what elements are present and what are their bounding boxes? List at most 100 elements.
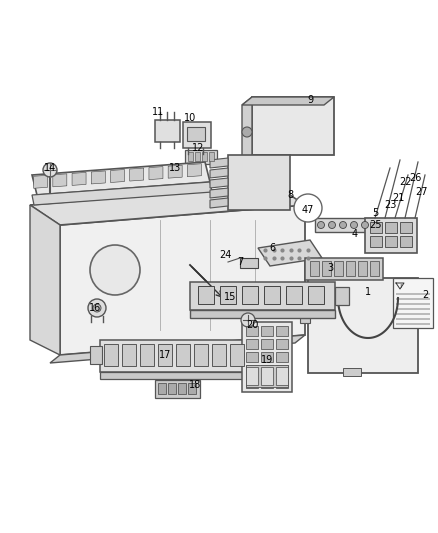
Text: 8: 8 — [287, 190, 293, 200]
Polygon shape — [34, 175, 48, 188]
Bar — [400, 236, 412, 247]
Polygon shape — [130, 168, 144, 181]
Bar — [104, 344, 118, 366]
Polygon shape — [32, 182, 212, 205]
Bar — [188, 152, 193, 161]
Polygon shape — [149, 167, 163, 180]
Bar — [396, 303, 430, 305]
Polygon shape — [30, 205, 60, 355]
Text: 11: 11 — [152, 107, 164, 117]
Circle shape — [242, 127, 252, 137]
Text: 15: 15 — [224, 292, 236, 302]
Text: 21: 21 — [392, 193, 404, 203]
Circle shape — [328, 222, 336, 229]
Bar — [261, 367, 273, 385]
Bar — [90, 346, 102, 364]
Bar — [155, 380, 200, 398]
Bar — [228, 155, 290, 210]
Polygon shape — [210, 198, 228, 208]
Bar — [261, 378, 273, 388]
Bar — [242, 322, 292, 392]
Bar — [178, 383, 186, 394]
Polygon shape — [210, 158, 228, 168]
Bar — [242, 286, 258, 304]
Bar — [230, 344, 244, 366]
Text: 47: 47 — [302, 205, 314, 215]
Polygon shape — [91, 171, 105, 184]
Bar — [396, 293, 430, 295]
Text: 24: 24 — [219, 250, 231, 260]
Text: 6: 6 — [269, 243, 275, 253]
Bar — [246, 365, 258, 375]
Polygon shape — [60, 205, 305, 355]
Text: 7: 7 — [237, 257, 243, 267]
Bar — [185, 150, 217, 164]
Bar — [300, 303, 310, 323]
Text: 14: 14 — [44, 163, 56, 173]
Bar — [264, 286, 280, 304]
Bar — [315, 218, 377, 232]
Polygon shape — [32, 162, 210, 195]
Circle shape — [294, 194, 322, 222]
Bar — [188, 383, 196, 394]
Bar — [393, 278, 433, 328]
Text: 20: 20 — [246, 320, 258, 330]
Bar — [400, 222, 412, 233]
Bar — [322, 261, 331, 276]
Bar — [246, 352, 258, 362]
Bar — [385, 236, 397, 247]
Bar — [396, 313, 430, 315]
Bar — [190, 282, 335, 310]
Bar — [202, 152, 207, 161]
Bar — [158, 383, 166, 394]
Bar — [176, 344, 190, 366]
Polygon shape — [190, 310, 335, 318]
Text: 18: 18 — [189, 380, 201, 390]
Bar — [246, 339, 258, 349]
Bar — [212, 344, 226, 366]
Bar — [276, 378, 288, 388]
Polygon shape — [242, 97, 252, 163]
Text: 2: 2 — [422, 290, 428, 300]
Bar — [343, 368, 361, 376]
Bar — [310, 261, 319, 276]
Bar — [370, 261, 379, 276]
Text: 26: 26 — [409, 173, 421, 183]
Bar — [187, 127, 205, 141]
Bar — [252, 97, 334, 155]
Text: 10: 10 — [184, 113, 196, 123]
Polygon shape — [258, 240, 322, 266]
Bar — [334, 261, 343, 276]
Bar — [308, 278, 418, 373]
Text: 1: 1 — [365, 287, 371, 297]
Bar — [286, 286, 302, 304]
Bar — [168, 383, 176, 394]
Bar — [100, 340, 255, 372]
Text: 19: 19 — [261, 355, 273, 365]
Text: 25: 25 — [369, 220, 381, 230]
Bar — [305, 258, 383, 280]
Bar — [240, 258, 258, 268]
Text: 12: 12 — [192, 143, 204, 153]
Bar — [261, 352, 273, 362]
Bar — [246, 326, 258, 336]
Polygon shape — [100, 372, 255, 379]
Bar — [183, 122, 211, 148]
Polygon shape — [210, 168, 228, 178]
Text: 27: 27 — [416, 187, 428, 197]
Text: 22: 22 — [399, 177, 411, 187]
Bar — [220, 286, 236, 304]
Text: 9: 9 — [307, 95, 313, 105]
Polygon shape — [210, 178, 228, 188]
Circle shape — [361, 222, 368, 229]
Text: 13: 13 — [169, 163, 181, 173]
Bar — [370, 222, 382, 233]
Bar — [276, 339, 288, 349]
Bar — [122, 344, 136, 366]
Bar — [346, 261, 355, 276]
Bar — [276, 365, 288, 375]
Text: 17: 17 — [159, 350, 171, 360]
Bar — [158, 344, 172, 366]
Polygon shape — [72, 172, 86, 185]
Bar — [194, 344, 208, 366]
